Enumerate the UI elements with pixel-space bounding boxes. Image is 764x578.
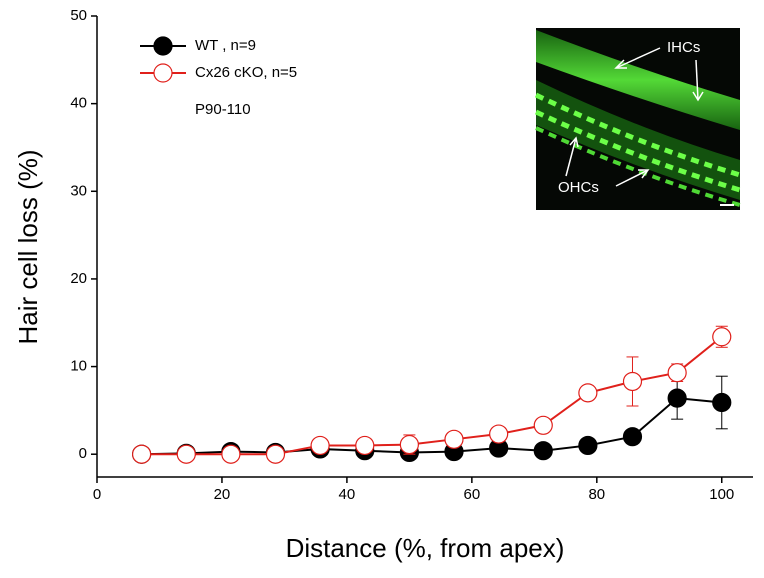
data-point <box>578 383 598 403</box>
data-point <box>667 363 687 383</box>
data-point <box>712 327 732 347</box>
y-tick-label: 10 <box>70 358 87 375</box>
legend-marker <box>153 36 173 56</box>
legend-marker <box>153 63 173 83</box>
data-point <box>712 392 732 413</box>
inset-label: OHCs <box>558 179 599 196</box>
y-tick-label: 30 <box>70 182 87 199</box>
y-tick-label: 0 <box>79 445 87 462</box>
x-tick-label: 80 <box>588 486 605 503</box>
x-tick-label: 40 <box>339 486 356 503</box>
data-point <box>489 424 509 444</box>
legend-label: Cx26 cKO, n=5 <box>195 64 297 81</box>
data-point <box>221 444 241 464</box>
data-point <box>310 435 330 456</box>
x-tick-label: 100 <box>709 486 734 503</box>
data-point <box>533 441 553 461</box>
data-point <box>533 415 553 435</box>
data-point <box>622 371 643 392</box>
y-axis-label: Hair cell loss (%) <box>13 149 43 344</box>
inset-image: IHCs OHCs <box>534 28 741 210</box>
data-point <box>622 427 643 447</box>
annotation: P90-110 <box>195 101 251 118</box>
data-point <box>444 429 464 449</box>
y-tick-label: 50 <box>70 7 87 24</box>
x-tick-label: 0 <box>93 486 101 503</box>
data-point <box>399 434 419 455</box>
y-tick-label: 40 <box>70 95 87 112</box>
x-tick-label: 60 <box>464 486 481 503</box>
data-point <box>667 388 687 408</box>
data-point <box>132 444 152 464</box>
data-point <box>176 444 196 464</box>
inset-label: IHCs <box>667 39 700 56</box>
data-point <box>265 444 286 464</box>
data-point <box>355 435 375 456</box>
x-axis-label: Distance (%, from apex) <box>286 533 565 563</box>
legend-label: WT , n=9 <box>195 37 256 54</box>
data-point <box>578 435 598 456</box>
y-tick-label: 20 <box>70 270 87 287</box>
x-tick-label: 20 <box>214 486 231 503</box>
